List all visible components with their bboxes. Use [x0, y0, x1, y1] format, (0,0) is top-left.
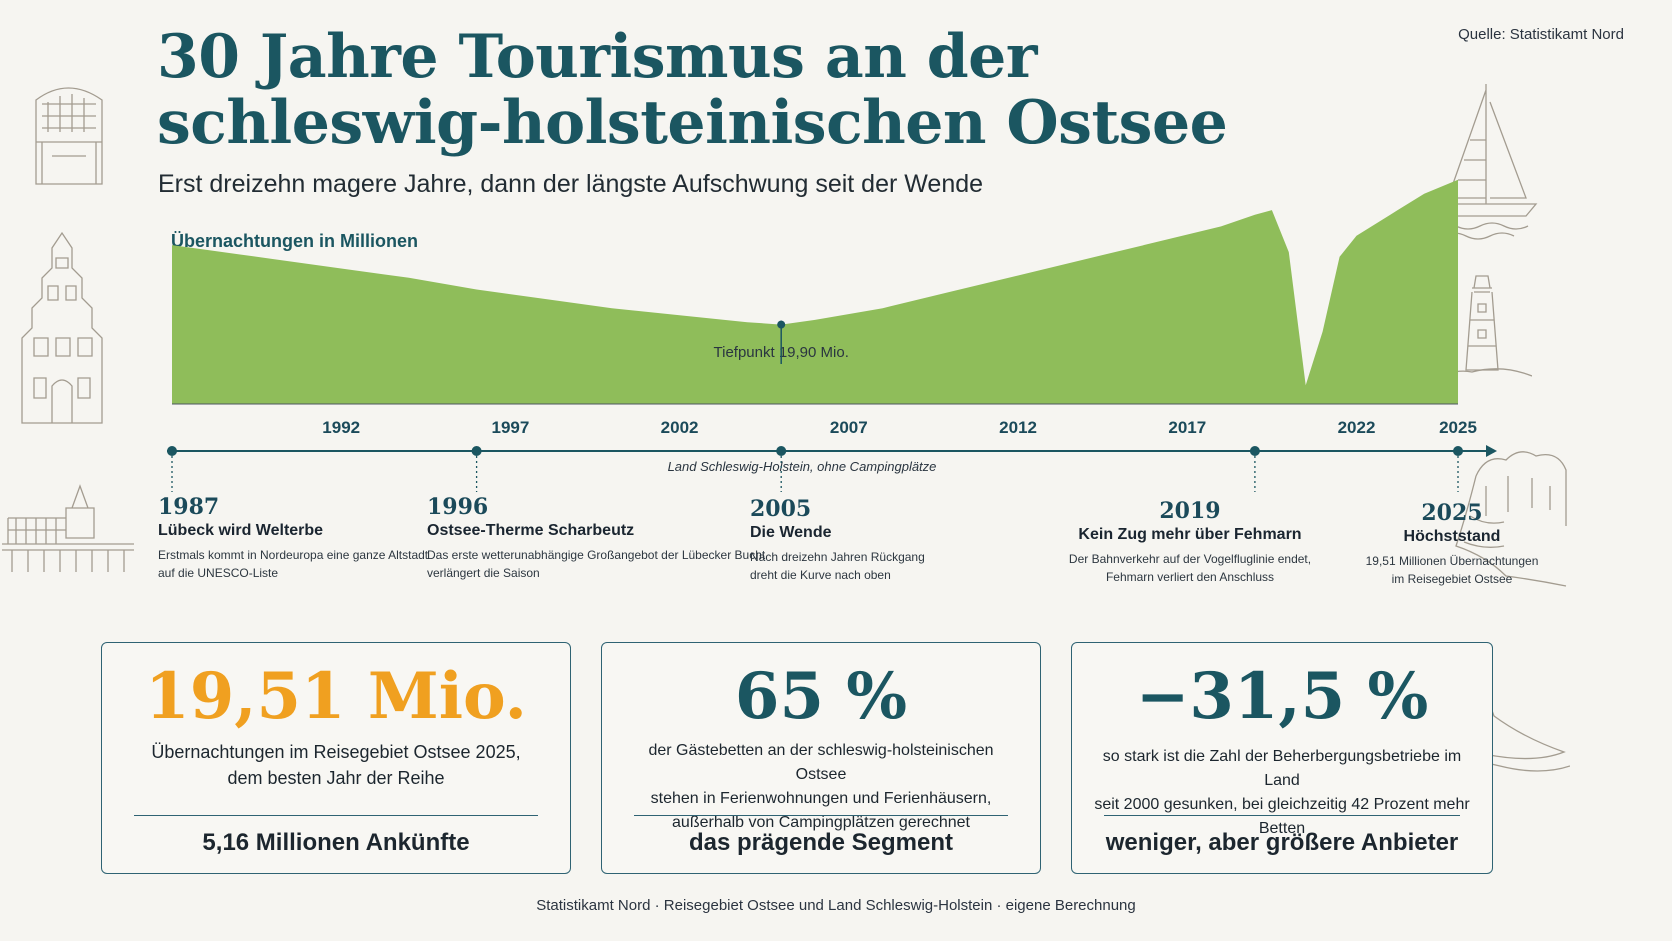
timeline-arrow: [1486, 445, 1497, 457]
gabled-house-sketch: [12, 228, 112, 428]
event-2025: 2025 Höchststand 19,51 Millionen Übernac…: [1341, 500, 1563, 588]
stat-value: −31,5 %: [1135, 659, 1429, 734]
event-2019: 2019 Kein Zug mehr über Fehmarn Der Bahn…: [1040, 498, 1340, 586]
x-tick-label: 2002: [661, 418, 699, 437]
beach-chair-sketch: [22, 72, 114, 192]
stat-value: 19,51 Mio.: [145, 659, 527, 734]
timeline-marker: [1453, 446, 1463, 456]
x-tick-label: 2012: [999, 418, 1037, 437]
trough-marker: [777, 320, 786, 329]
card-divider: [1104, 815, 1460, 816]
event-title: Höchststand: [1403, 528, 1501, 545]
page-title: 30 Jahre Tourismus an der schleswig-hols…: [157, 22, 1228, 158]
source-note: Quelle: Statistikamt Nord: [1458, 26, 1624, 43]
x-tick-label: 2007: [830, 418, 868, 437]
stat-footer: 5,16 Millionen Ankünfte: [202, 829, 470, 856]
cliff-trees-sketch: [1446, 446, 1570, 596]
event-desc: Das erste wetterunabhängige Großangebot …: [427, 548, 766, 580]
stat-card-overnight-stays: 19,51 Mio. Übernachtungen im Reisegebiet…: [101, 642, 571, 874]
event-year: 2005: [750, 496, 812, 522]
stat-text: der Gästebetten an der schleswig-holstei…: [648, 742, 994, 831]
event-1996: 1996 Ostsee-Therme Scharbeutz Das erste …: [427, 494, 765, 582]
timeline-marker: [167, 446, 177, 456]
event-year: 1987: [158, 494, 220, 520]
source-footer: Statistikamt Nord · Reisegebiet Ostsee u…: [536, 897, 1136, 914]
card-divider: [634, 815, 1008, 816]
event-title: Kein Zug mehr über Fehmarn: [1078, 526, 1302, 543]
timeline-marker: [776, 446, 787, 456]
stat-card-businesses: −31,5 % so stark ist die Zahl der Beherb…: [1071, 642, 1493, 874]
chart-area-series: [172, 179, 1458, 404]
x-tick-label: 1997: [491, 418, 529, 437]
event-year: 2019: [1159, 498, 1221, 524]
event-desc: Erstmals kommt in Nordeuropa eine ganze …: [158, 548, 429, 580]
x-tick-label: 1992: [322, 418, 360, 437]
stat-text: so stark ist die Zahl der Beherbergungsb…: [1094, 748, 1470, 837]
stat-footer: das prägende Segment: [688, 829, 954, 856]
stat-card-holiday-homes: 65 % der Gästebetten an der schleswig-ho…: [601, 642, 1041, 874]
page-subtitle: Erst dreizehn magere Jahre, dann der län…: [158, 170, 984, 198]
event-desc: Nach dreizehn Jahren Rückgang dreht die K…: [750, 550, 925, 582]
timeline-marker: [471, 446, 482, 456]
event-1987: 1987 Lübeck wird Welterbe Erstmals kommt…: [158, 494, 428, 582]
card-divider: [134, 815, 538, 816]
event-desc: Der Bahnverkehr auf der Vogelfluglinie e…: [1068, 552, 1312, 584]
x-tick-label: 2025: [1439, 418, 1477, 437]
event-title: Ostsee-Therme Scharbeutz: [427, 522, 635, 539]
pier-pavilion-sketch: [2, 478, 134, 578]
chart-y-label: Übernachtungen in Millionen: [171, 231, 418, 251]
x-tick-label: 2017: [1168, 418, 1206, 437]
event-desc: 19,51 Millionen Übernachtungen im Reisege…: [1365, 554, 1539, 586]
event-title: Lübeck wird Welterbe: [158, 522, 324, 539]
event-2005: 2005 Die Wende Nach dreizehn Jahren Rück…: [750, 496, 925, 584]
stat-text: Übernachtungen im Reisegebiet Ostsee 202…: [151, 742, 521, 788]
event-year: 2025: [1421, 500, 1483, 526]
event-year: 1996: [427, 494, 489, 520]
event-title: Die Wende: [750, 524, 832, 541]
x-tick-label: 2022: [1338, 418, 1376, 437]
stat-footer: weniger, aber größere Anbieter: [1105, 829, 1459, 856]
timeline-note: Land Schleswig-Holstein, ohne Campingplä…: [668, 459, 937, 474]
stat-value: 65 %: [734, 659, 908, 734]
timeline-marker: [1249, 446, 1260, 456]
chart-svg: 1992 1997 2002 2007 2012 2017 2022 2025 Land Sc…: [167, 179, 1497, 492]
